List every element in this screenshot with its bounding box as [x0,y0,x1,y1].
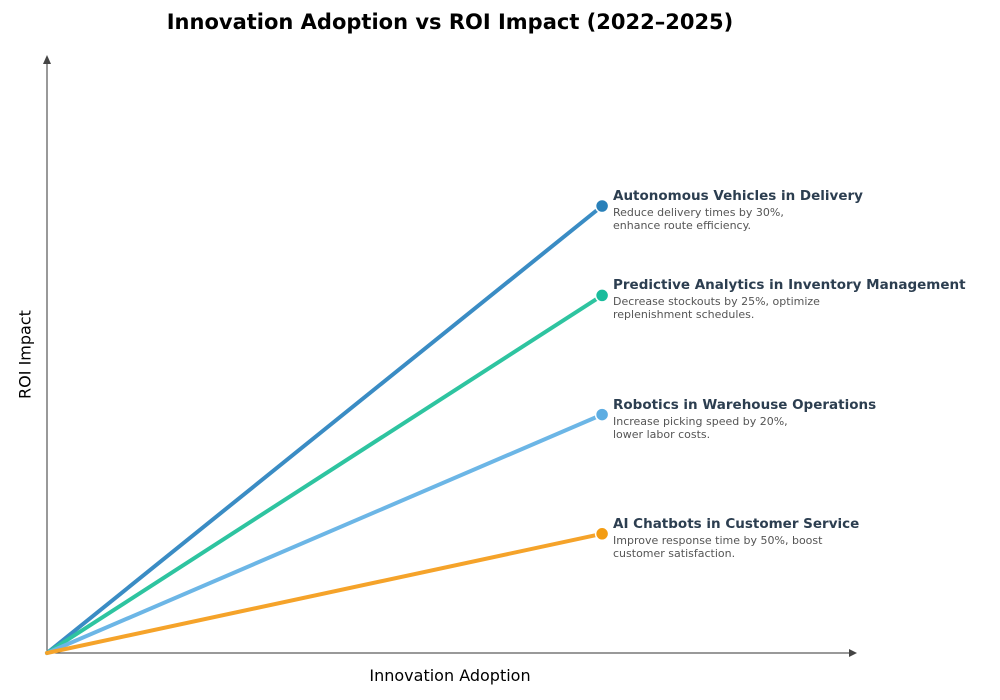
y-axis-arrow [43,55,51,64]
annotation: Autonomous Vehicles in Delivery Reduce de… [613,188,863,232]
annotation: AI Chatbots in Customer Service Improve r… [613,516,859,560]
x-axis-arrow [849,649,857,657]
annotation-title: Robotics in Warehouse Operations [613,396,877,413]
series-line [45,412,605,655]
series-line [45,531,605,655]
data-point [594,198,610,214]
data-point [594,526,610,542]
y-axis-label: ROI Impact [15,310,35,399]
series-line [45,293,605,655]
annotation-description: Improve response time by 50%, boost cust… [613,533,823,560]
annotation-description: Increase picking speed by 20%, lower lab… [613,414,788,441]
data-point [594,288,610,303]
annotation-title: Autonomous Vehicles in Delivery [613,188,863,204]
chart-title: Innovation Adoption vs ROI Impact (2022–… [166,10,734,34]
annotation-title: AI Chatbots in Customer Service [613,515,860,532]
annotation-description: Reduce delivery times by 30%, enhance ro… [613,206,784,232]
x-axis-label: Innovation Adoption [369,666,531,685]
data-point [594,407,610,422]
annotation: Robotics in Warehouse Operations Increase… [613,397,876,441]
annotation-description: Decrease stockouts by 25%, optimize repl… [613,295,820,322]
annotation-title: Predictive Analytics in Inventory Manage… [613,277,966,294]
series-line [45,204,605,655]
annotation: Predictive Analytics in Inventory Manage… [613,277,966,321]
